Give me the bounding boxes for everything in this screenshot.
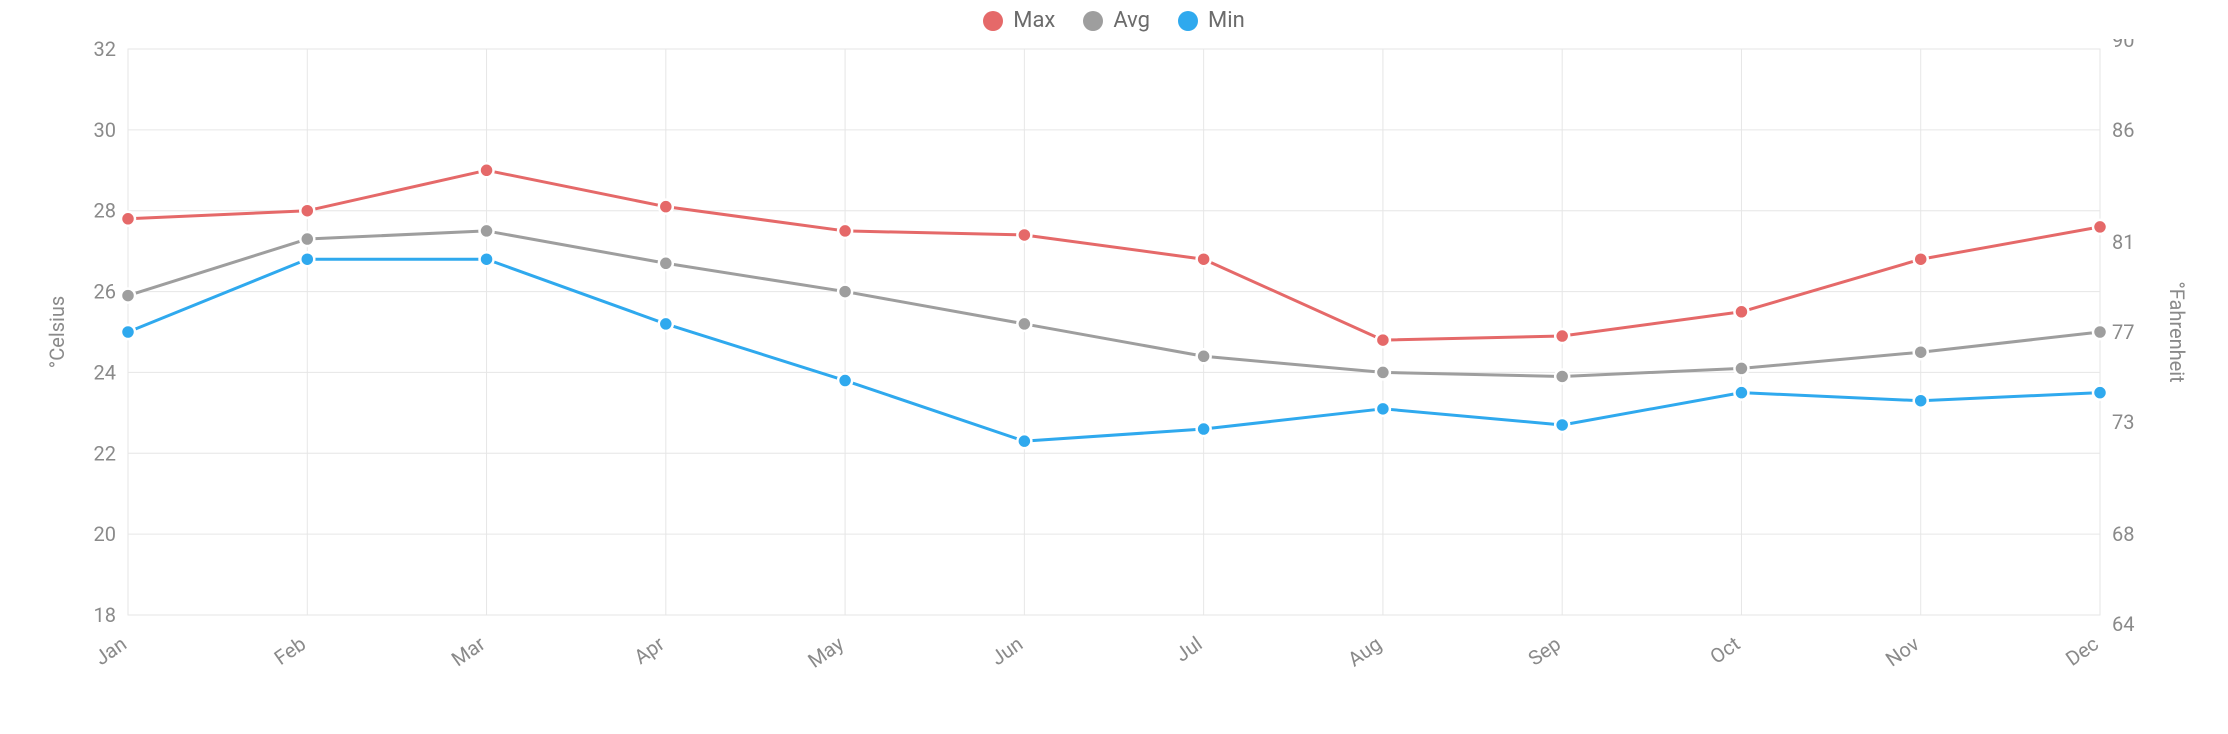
data-point-min[interactable] [480, 252, 494, 266]
y-right-tick-label: 68 [2112, 522, 2134, 546]
x-tick-label: Jun [986, 631, 1027, 670]
data-point-min[interactable] [1734, 386, 1748, 400]
data-point-avg[interactable] [1555, 369, 1569, 383]
data-point-min[interactable] [659, 317, 673, 331]
legend-label: Avg [1113, 8, 1150, 33]
data-point-max[interactable] [838, 224, 852, 238]
y-right-tick-label: 77 [2112, 320, 2134, 344]
data-point-avg[interactable] [838, 285, 852, 299]
data-point-avg[interactable] [1197, 349, 1211, 363]
data-point-max[interactable] [480, 163, 494, 177]
data-point-min[interactable] [838, 374, 852, 388]
chart-legend: Max Avg Min [0, 0, 2228, 39]
data-point-avg[interactable] [1017, 317, 1031, 331]
data-point-max[interactable] [1017, 228, 1031, 242]
data-point-min[interactable] [1555, 418, 1569, 432]
y-right-tick-label: 73 [2112, 410, 2134, 434]
x-tick-label: May [803, 631, 848, 673]
legend-item-avg[interactable]: Avg [1083, 8, 1150, 33]
x-tick-label: Oct [1705, 631, 1744, 668]
legend-swatch-icon [1178, 11, 1198, 31]
x-tick-label: Sep [1524, 631, 1565, 670]
data-point-min[interactable] [1914, 394, 1928, 408]
legend-swatch-icon [1083, 11, 1103, 31]
y-left-tick-label: 28 [94, 199, 116, 223]
y-left-tick-label: 20 [94, 522, 116, 546]
data-point-max[interactable] [1376, 333, 1390, 347]
x-tick-label: Feb [270, 631, 311, 669]
data-point-max[interactable] [2093, 220, 2107, 234]
data-point-avg[interactable] [1734, 361, 1748, 375]
data-point-min[interactable] [300, 252, 314, 266]
series-line-min [128, 259, 2100, 441]
x-tick-label: Jan [90, 631, 131, 670]
legend-item-max[interactable]: Max [983, 8, 1055, 33]
series-line-avg [128, 231, 2100, 377]
y-left-tick-label: 18 [94, 603, 116, 627]
data-point-min[interactable] [1197, 422, 1211, 436]
x-tick-label: Jul [1171, 631, 1207, 666]
legend-label: Min [1208, 8, 1245, 33]
data-point-min[interactable] [121, 325, 135, 339]
data-point-max[interactable] [121, 212, 135, 226]
plot-area [128, 49, 2100, 615]
x-tick-label: Nov [1881, 631, 1924, 671]
y-right-tick-label: 64 [2112, 612, 2134, 636]
y-right-tick-label: 81 [2112, 230, 2134, 254]
x-tick-label: Mar [447, 631, 490, 671]
y-left-tick-label: 30 [94, 118, 116, 142]
data-point-max[interactable] [1197, 252, 1211, 266]
x-tick-label: Dec [2061, 631, 2103, 670]
y-left-axis-label: °Celsius [45, 296, 69, 369]
x-tick-label: Apr [629, 631, 668, 669]
legend-swatch-icon [983, 11, 1003, 31]
data-point-avg[interactable] [1376, 365, 1390, 379]
y-left-tick-label: 24 [94, 360, 116, 384]
y-right-axis-label: °Fahrenheit [2165, 281, 2189, 382]
data-point-max[interactable] [1555, 329, 1569, 343]
data-point-min[interactable] [1376, 402, 1390, 416]
y-right-tick-label: 90 [2112, 39, 2134, 52]
data-point-avg[interactable] [300, 232, 314, 246]
series-line-max [128, 170, 2100, 340]
data-point-avg[interactable] [480, 224, 494, 238]
legend-label: Max [1013, 8, 1055, 33]
data-point-min[interactable] [2093, 386, 2107, 400]
y-right-tick-label: 86 [2112, 118, 2134, 142]
y-left-tick-label: 32 [94, 39, 116, 61]
data-point-max[interactable] [300, 204, 314, 218]
data-point-avg[interactable] [1914, 345, 1928, 359]
data-point-avg[interactable] [121, 289, 135, 303]
temperature-chart: Max Avg Min 18 20 22 24 26 28 30 32 64 68 73 77 81 86 90… [0, 0, 2228, 734]
x-tick-label: Aug [1343, 631, 1386, 671]
data-point-avg[interactable] [659, 256, 673, 270]
data-point-max[interactable] [659, 200, 673, 214]
data-point-avg[interactable] [2093, 325, 2107, 339]
data-point-max[interactable] [1734, 305, 1748, 319]
y-left-tick-label: 26 [94, 280, 116, 304]
y-left-tick-label: 22 [94, 441, 116, 465]
data-point-max[interactable] [1914, 252, 1928, 266]
legend-item-min[interactable]: Min [1178, 8, 1245, 33]
chart-svg: 18 20 22 24 26 28 30 32 64 68 73 77 81 86 90 Jan Feb Mar A… [0, 39, 2228, 725]
data-point-min[interactable] [1017, 434, 1031, 448]
